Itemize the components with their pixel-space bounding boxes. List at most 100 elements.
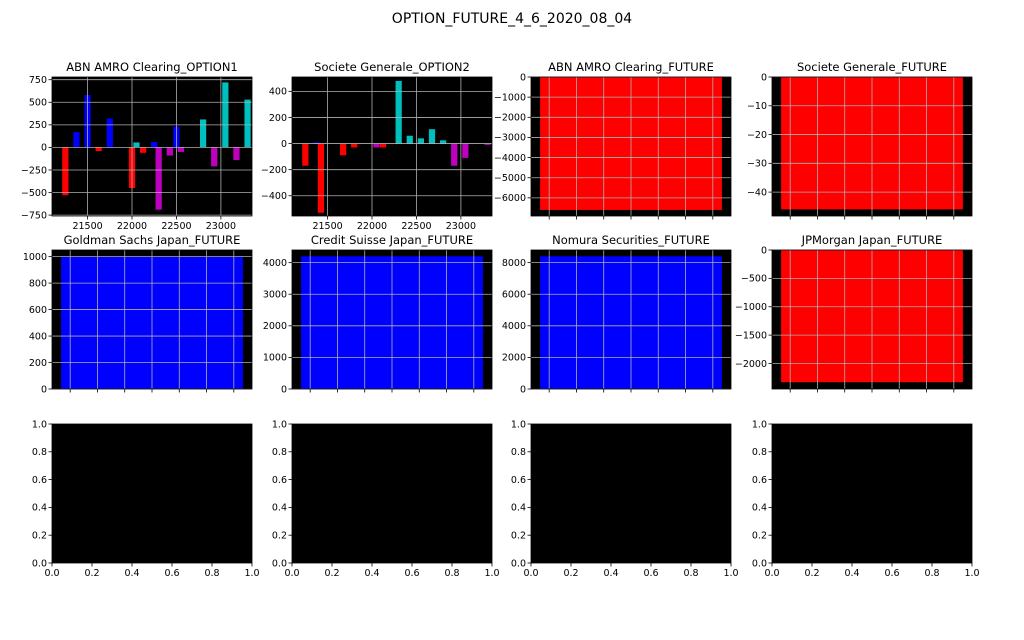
bar xyxy=(417,138,424,144)
x-tick-label: 0.4 xyxy=(844,568,859,579)
x-tick-label: 0.8 xyxy=(204,568,219,579)
x-tick-label: 1.0 xyxy=(964,568,979,579)
y-tick-label: −6000 xyxy=(494,193,526,204)
y-tick-label: 1000 xyxy=(23,252,47,263)
subplot-title: Goldman Sachs Japan_FUTURE xyxy=(64,233,241,247)
x-tick-label: 0.6 xyxy=(643,568,658,579)
y-tick-label: 1.0 xyxy=(752,419,767,430)
plot-frame xyxy=(291,249,493,390)
x-tick-label: 1.0 xyxy=(723,568,738,579)
y-tick-label: 2000 xyxy=(502,353,526,364)
y-tick-label: 0 xyxy=(761,72,767,83)
y-tick-label: 4000 xyxy=(263,258,287,269)
bar xyxy=(406,135,413,144)
plot-frame xyxy=(530,423,732,564)
y-tick-label: 1.0 xyxy=(511,419,526,430)
x-tick-label: 0.6 xyxy=(164,568,179,579)
x-tick-label: 0.0 xyxy=(764,568,779,579)
y-tick-label: 1.0 xyxy=(272,419,287,430)
bar xyxy=(440,140,447,144)
subplot-title: Credit Suisse Japan_FUTURE xyxy=(311,233,473,247)
plot-frame xyxy=(51,423,253,564)
y-tick-label: 0 xyxy=(520,384,526,395)
subplot-3: −6000 −5000 −4000 −3000 −2000 −1000 0 ABN AMRO … xyxy=(494,60,732,220)
y-tick-label: −1500 xyxy=(735,330,767,341)
x-tick-label: 1.0 xyxy=(484,568,499,579)
x-tick-label: 0.0 xyxy=(44,568,59,579)
y-tick-label: 400 xyxy=(29,331,47,342)
x-tick-label: 0.6 xyxy=(404,568,419,579)
y-tick-label: 250 xyxy=(29,120,47,131)
subplot-title: Societe Generale_OPTION2 xyxy=(314,60,470,74)
x-tick-label: 22500 xyxy=(161,221,191,232)
y-tick-label: 800 xyxy=(29,278,47,289)
y-tick-label: 0.4 xyxy=(511,503,526,514)
bar xyxy=(151,141,158,148)
x-tick-label: 22500 xyxy=(401,221,431,232)
y-tick-label: 0.0 xyxy=(32,558,47,569)
y-tick-label: −1000 xyxy=(735,302,767,313)
x-tick-label: 0.2 xyxy=(324,568,339,579)
bar xyxy=(95,147,102,152)
subplot-6: 0 1000 2000 3000 4000 Credit Suisse Japan_FUT… xyxy=(263,233,493,395)
subplot-title: ABN AMRO Clearing_FUTURE xyxy=(548,60,714,74)
y-tick-label: 0.8 xyxy=(32,447,47,458)
y-tick-label: 0.4 xyxy=(272,503,287,514)
x-tick-label: 0.4 xyxy=(124,568,139,579)
x-tick-label: 21500 xyxy=(312,221,342,232)
y-tick-label: 0 xyxy=(761,245,767,256)
subplot-5: 0 200 400 600 800 1000 Goldman Sachs Japan_FUT… xyxy=(23,233,253,395)
bar xyxy=(340,143,347,156)
x-tick-label: 22000 xyxy=(357,221,387,232)
subplot-9: 0.0 0.2 0.4 0.6 0.8 1.0 0.0 0.2 0.4 0.6 0.8 1.0 xyxy=(32,419,260,579)
y-tick-label: 1000 xyxy=(263,353,287,364)
y-tick-label: 0.0 xyxy=(752,558,767,569)
bar xyxy=(484,143,491,145)
y-tick-label: 200 xyxy=(269,113,287,124)
y-tick-label: 0.2 xyxy=(32,531,47,542)
y-tick-label: −200 xyxy=(261,165,287,176)
subplot-title: Nomura Securities_FUTURE xyxy=(552,233,710,247)
plot-frame xyxy=(530,76,732,217)
bar xyxy=(106,118,113,148)
y-tick-label: 0.0 xyxy=(511,558,526,569)
y-tick-label: −2000 xyxy=(735,359,767,370)
y-tick-label: 2000 xyxy=(263,321,287,332)
bar xyxy=(73,132,80,148)
plot-frame xyxy=(771,249,973,390)
x-tick-label: 0.4 xyxy=(603,568,618,579)
bar xyxy=(317,143,324,213)
y-tick-label: 0.4 xyxy=(752,503,767,514)
bar xyxy=(140,147,147,153)
y-tick-label: 8000 xyxy=(502,258,526,269)
x-tick-label: 0.0 xyxy=(523,568,538,579)
x-tick-label: 0.8 xyxy=(683,568,698,579)
plot-frame xyxy=(51,76,253,217)
y-tick-label: −4000 xyxy=(494,153,526,164)
y-tick-label: 4000 xyxy=(502,321,526,332)
x-tick-label: 0.2 xyxy=(563,568,578,579)
bar xyxy=(155,147,162,210)
plot-area xyxy=(292,77,492,216)
y-tick-label: −5000 xyxy=(494,173,526,184)
x-tick-label: 0.8 xyxy=(444,568,459,579)
y-tick-label: 0.6 xyxy=(752,475,767,486)
y-tick-label: 0 xyxy=(281,384,287,395)
plot-frame xyxy=(291,423,493,564)
subplot-8: −2000 −1500 −1000 −500 0 JPMorgan Japan_FUTUR… xyxy=(735,233,973,393)
bar xyxy=(373,143,380,148)
subplot-1: −750 −500 −250 0 250 500 750 21500 22000 22500 230… xyxy=(21,60,253,232)
plot-frame xyxy=(51,249,253,390)
subplot-2: −400 −200 0 200 400 21500 22000 22500 23000 Socie… xyxy=(261,60,493,232)
bar xyxy=(133,142,140,148)
x-tick-label: 0.2 xyxy=(804,568,819,579)
y-tick-label: 0.2 xyxy=(752,531,767,542)
x-tick-label: 23000 xyxy=(446,221,476,232)
bar xyxy=(222,82,229,148)
plot-frame xyxy=(291,76,493,217)
figure-title: OPTION_FUTURE_4_6_2020_08_04 xyxy=(392,11,632,27)
y-tick-label: 0.6 xyxy=(32,475,47,486)
subplot-title: JPMorgan Japan_FUTURE xyxy=(801,233,943,247)
y-tick-label: −750 xyxy=(21,210,47,221)
